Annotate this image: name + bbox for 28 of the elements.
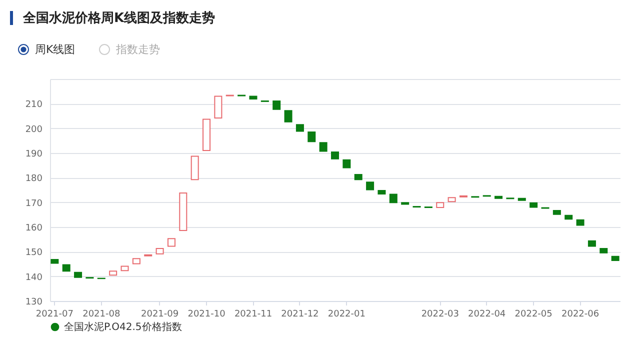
y-tick-label: 180 xyxy=(25,174,43,184)
x-tick-label: 2021-12 xyxy=(281,310,319,320)
y-tick-label: 190 xyxy=(25,150,43,160)
chart-title: 全国水泥价格周K线图及指数走势 xyxy=(23,10,216,27)
x-tick-label: 2022-04 xyxy=(468,310,506,320)
y-tick-label: 210 xyxy=(25,100,43,110)
y-tick-label: 170 xyxy=(25,198,43,209)
y-tick-label: 150 xyxy=(25,248,43,258)
candlestick xyxy=(190,156,199,180)
y-tick-label: 140 xyxy=(25,272,43,283)
candlestick xyxy=(308,132,316,142)
x-tick-label: 2022-03 xyxy=(421,310,459,320)
x-tick-label: 2022-05 xyxy=(514,310,552,320)
candlestick xyxy=(284,110,292,122)
x-tick-label: 2022-01 xyxy=(328,310,366,320)
text: 指数走势 xyxy=(116,42,160,57)
y-tick-label: 130 xyxy=(25,298,43,308)
x-tick-label: 2021-10 xyxy=(188,310,226,320)
x-tick-label: 2021-07 xyxy=(36,310,74,320)
candlestick xyxy=(214,96,222,118)
x-tick-label: 2021-09 xyxy=(140,310,179,320)
y-tick-label: 200 xyxy=(25,124,43,135)
text: 周K线图 xyxy=(35,42,76,57)
x-tick-label: 2021-11 xyxy=(234,310,272,320)
x-tick-label: 2021-08 xyxy=(82,310,120,320)
legend-label: 全国水泥P.O42.5价格指数 xyxy=(64,321,182,333)
y-tick-label: 160 xyxy=(25,224,43,234)
x-tick-label: 2022-06 xyxy=(561,310,600,320)
